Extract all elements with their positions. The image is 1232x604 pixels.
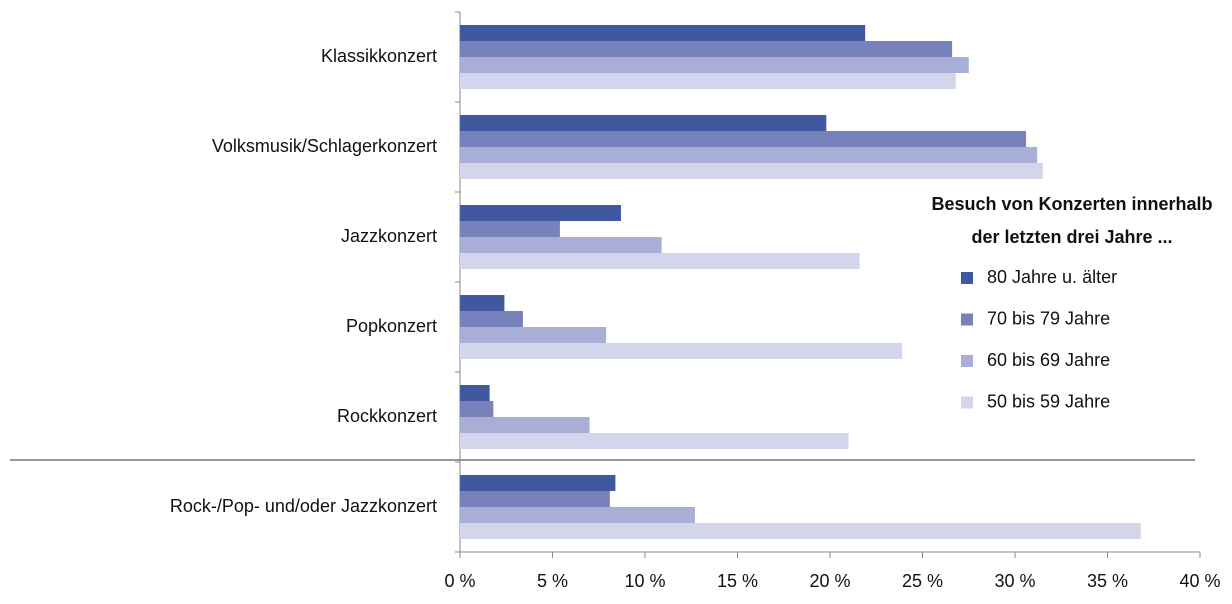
bar	[460, 475, 616, 491]
bar	[460, 491, 610, 507]
bar	[460, 523, 1141, 539]
legend-label: 60 bis 69 Jahre	[987, 350, 1110, 370]
legend-label: 70 bis 79 Jahre	[987, 308, 1110, 328]
bar	[460, 57, 969, 73]
bar	[460, 147, 1038, 163]
legend-swatch	[961, 396, 973, 409]
legend-swatch	[961, 313, 973, 326]
bar	[460, 163, 1043, 179]
bar	[460, 115, 827, 131]
bar	[460, 73, 956, 89]
x-tick-label: 0 %	[444, 571, 475, 591]
category-label: Klassikkonzert	[321, 46, 437, 66]
bar	[460, 417, 590, 433]
category-label: Rockkonzert	[337, 406, 437, 426]
legend-swatch	[961, 355, 973, 367]
legend-swatch	[961, 272, 973, 284]
legend-title: Besuch von Konzerten innerhalb	[931, 194, 1212, 214]
bar	[460, 327, 607, 343]
bar	[460, 25, 866, 41]
category-label: Volksmusik/Schlagerkonzert	[212, 136, 437, 156]
bar	[460, 253, 860, 269]
bar	[460, 205, 621, 221]
legend-title: der letzten drei Jahre ...	[971, 227, 1172, 247]
x-tick-label: 35 %	[1087, 571, 1128, 591]
x-tick-label: 30 %	[994, 571, 1035, 591]
x-tick-label: 15 %	[717, 571, 758, 591]
bar	[460, 385, 490, 401]
bar	[460, 41, 953, 57]
bar	[460, 311, 523, 327]
x-tick-label: 40 %	[1179, 571, 1220, 591]
bar	[460, 237, 662, 253]
legend-label: 80 Jahre u. älter	[987, 267, 1117, 287]
bar	[460, 221, 560, 237]
x-tick-label: 25 %	[902, 571, 943, 591]
bar	[460, 401, 494, 417]
x-tick-label: 10 %	[624, 571, 665, 591]
bar	[460, 295, 505, 311]
x-tick-label: 20 %	[809, 571, 850, 591]
bar	[460, 433, 849, 449]
category-label: Popkonzert	[346, 316, 437, 336]
x-tick-label: 5 %	[537, 571, 568, 591]
bar	[460, 131, 1027, 147]
bar	[460, 343, 903, 359]
category-label: Jazzkonzert	[341, 226, 437, 246]
legend-label: 50 bis 59 Jahre	[987, 391, 1110, 411]
category-label: Rock-/Pop- und/oder Jazzkonzert	[170, 496, 437, 516]
bar	[460, 507, 695, 523]
